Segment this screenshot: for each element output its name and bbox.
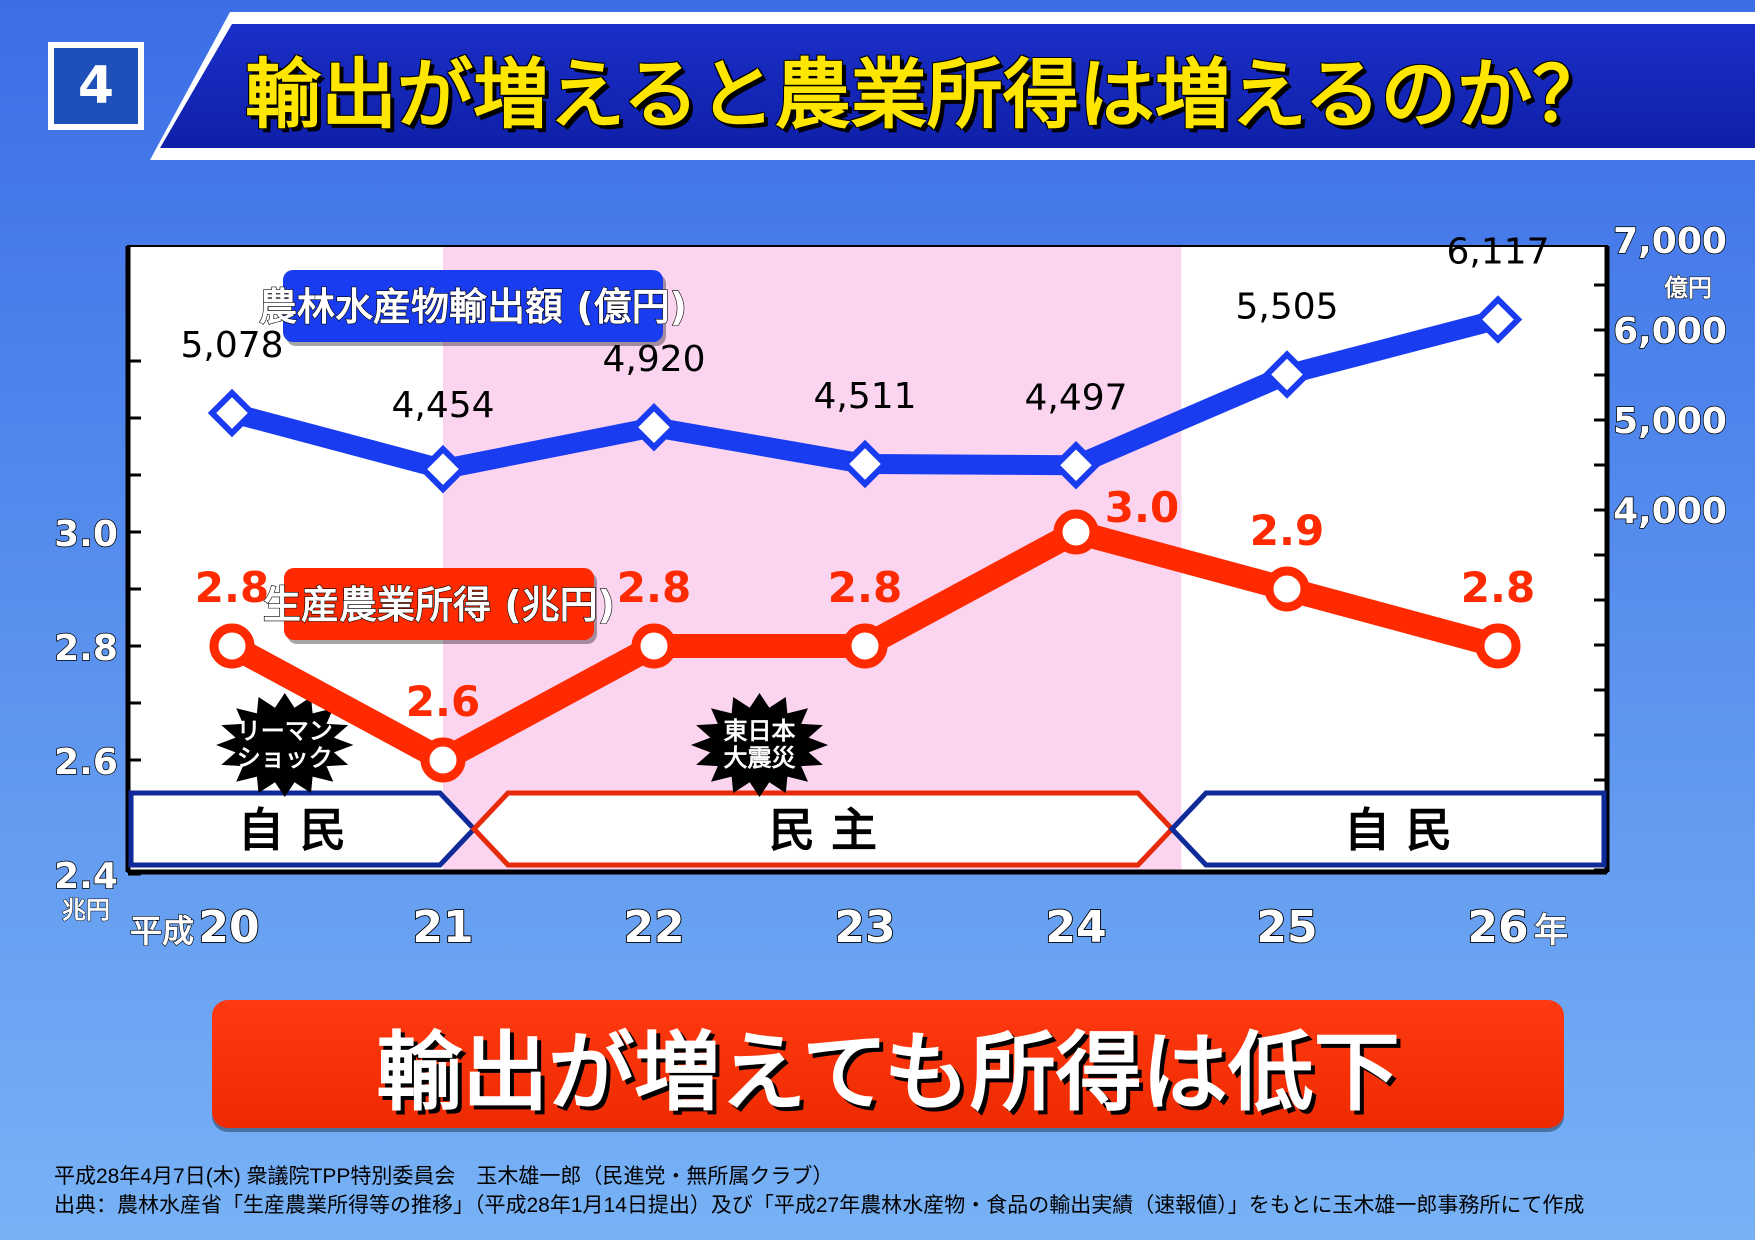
starburst-icon [216, 693, 354, 797]
annotation-text: 大震災 [724, 744, 797, 772]
export-value-label: 4,454 [391, 385, 494, 426]
income-point [209, 623, 255, 669]
x-tick-label: 22 [623, 902, 684, 953]
x-tick-label: 25 [1256, 902, 1317, 953]
right-tick-label: 5,000 [1613, 401, 1727, 442]
income-value-label: 2.9 [1250, 506, 1324, 555]
export-point [207, 388, 257, 438]
annotation-text: ショック [237, 744, 333, 772]
income-series-label [284, 568, 594, 640]
income-value-label: 2.8 [828, 563, 902, 612]
income-value-label: 2.6 [406, 677, 480, 726]
export-value-label: 4,497 [1024, 377, 1127, 418]
right-tick-label: 7,000 [1613, 221, 1727, 262]
x-tick-label: 23 [834, 902, 895, 953]
income-point [1053, 509, 1099, 555]
export-point [1262, 350, 1312, 399]
export-value-label: 5,505 [1235, 287, 1338, 328]
period-label-0: 自 民 [238, 803, 346, 857]
export-point [418, 444, 468, 494]
left-tick-label: 2.8 [54, 628, 118, 669]
shaded-period-1 [443, 246, 1182, 872]
starburst-icon [690, 693, 829, 797]
conclusion-banner: 輸出が増えても所得は低下 [212, 1000, 1564, 1128]
right-axis-unit: 億円 [1664, 274, 1712, 302]
period-band-1 [470, 790, 1176, 868]
left-tick-label: 3.0 [54, 514, 118, 555]
annotation-text: 東日本 [724, 717, 796, 745]
export-value-label: 6,117 [1446, 231, 1549, 272]
income-point [842, 623, 888, 669]
income-value-label: 2.8 [195, 563, 269, 612]
x-axis-prefix: 平成 [130, 912, 194, 950]
income-value-label: 3.0 [1105, 483, 1179, 532]
x-axis-suffix: 年 [1534, 911, 1568, 951]
period-band-2 [1168, 790, 1607, 868]
income-point [420, 737, 466, 783]
slide-number: 4 [77, 56, 115, 116]
footer: 平成28年4月7日(木) 衆議院TPP特別委員会 玉木雄一郎（民進党・無所属クラ… [54, 1162, 1734, 1220]
period-band-0 [128, 790, 478, 868]
export-series-label [283, 270, 663, 342]
export-point [629, 402, 679, 452]
export-value-label: 4,920 [602, 339, 705, 380]
x-tick-label: 20 [198, 902, 259, 953]
export-point [840, 439, 890, 489]
income-value-label: 2.8 [617, 563, 691, 612]
export-point [1473, 295, 1523, 344]
income-point [1264, 566, 1310, 612]
title-banner [160, 24, 1755, 148]
income-point [631, 623, 677, 669]
left-axis-unit: 兆円 [62, 896, 110, 924]
chart: 2.4 2.6 2.8 3.0 兆円 4,000 5,000 6,000 7,000 億円 20 21… [53, 220, 1727, 954]
right-tick-label: 4,000 [1613, 491, 1727, 532]
export-point [1051, 441, 1101, 490]
x-tick-label: 26 [1467, 902, 1528, 953]
page-title: 輸出が増えると農業所得は増えるのか？ [245, 50, 1609, 139]
right-tick-label: 6,000 [1613, 311, 1727, 352]
left-tick-label: 2.6 [54, 742, 118, 783]
export-value-label: 5,078 [180, 325, 283, 366]
slide-number-badge: 4 [48, 42, 144, 130]
conclusion-text: 輸出が増えても所得は低下 [376, 1022, 1400, 1123]
x-tick-label: 24 [1045, 902, 1106, 953]
left-tick-label: 2.4 [54, 856, 118, 897]
period-label-2: 自 民 [1344, 803, 1452, 857]
income-series-label-text: 生産農業所得 (兆円) [263, 583, 615, 627]
export-value-label: 4,511 [813, 376, 916, 417]
income-point [1475, 623, 1521, 669]
annotation-text: リーマン [237, 717, 333, 745]
x-tick-label: 21 [412, 902, 473, 953]
income-value-label: 2.8 [1461, 563, 1535, 612]
footer-line-2: 出典：農林水産省「生産農業所得等の推移」（平成28年1月14日提出）及び「平成2… [54, 1194, 1585, 1217]
footer-line-1: 平成28年4月7日(木) 衆議院TPP特別委員会 玉木雄一郎（民進党・無所属クラ… [54, 1165, 834, 1188]
period-label-1: 民 主 [769, 803, 877, 857]
export-series-label-text: 農林水産物輸出額 (億円) [259, 285, 687, 329]
